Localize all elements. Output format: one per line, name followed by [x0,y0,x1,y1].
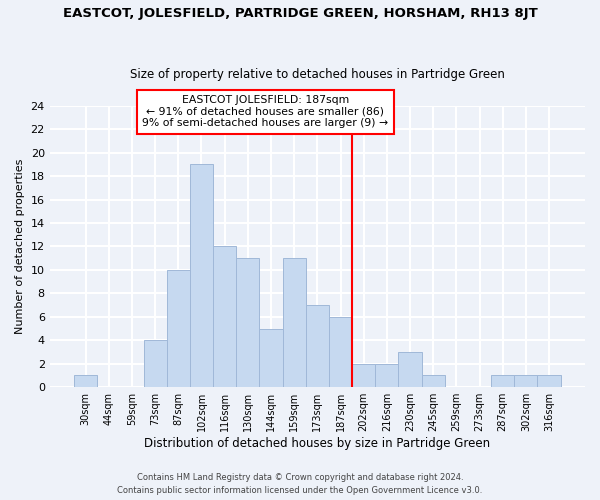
Bar [329,317,352,387]
Bar [190,164,213,387]
Bar [213,246,236,387]
Bar [143,340,167,387]
X-axis label: Distribution of detached houses by size in Partridge Green: Distribution of detached houses by size … [144,437,490,450]
Bar [352,364,375,387]
Bar [422,376,445,387]
Bar [283,258,306,387]
Y-axis label: Number of detached properties: Number of detached properties [15,159,25,334]
Text: EASTCOT, JOLESFIELD, PARTRIDGE GREEN, HORSHAM, RH13 8JT: EASTCOT, JOLESFIELD, PARTRIDGE GREEN, HO… [62,8,538,20]
Bar [167,270,190,387]
Bar [259,328,283,387]
Bar [491,376,514,387]
Bar [375,364,398,387]
Bar [514,376,538,387]
Bar [236,258,259,387]
Bar [74,376,97,387]
Text: Contains HM Land Registry data © Crown copyright and database right 2024.
Contai: Contains HM Land Registry data © Crown c… [118,474,482,495]
Bar [538,376,560,387]
Text: EASTCOT JOLESFIELD: 187sqm
← 91% of detached houses are smaller (86)
9% of semi-: EASTCOT JOLESFIELD: 187sqm ← 91% of deta… [142,95,388,128]
Bar [398,352,422,387]
Title: Size of property relative to detached houses in Partridge Green: Size of property relative to detached ho… [130,68,505,81]
Bar [306,305,329,387]
